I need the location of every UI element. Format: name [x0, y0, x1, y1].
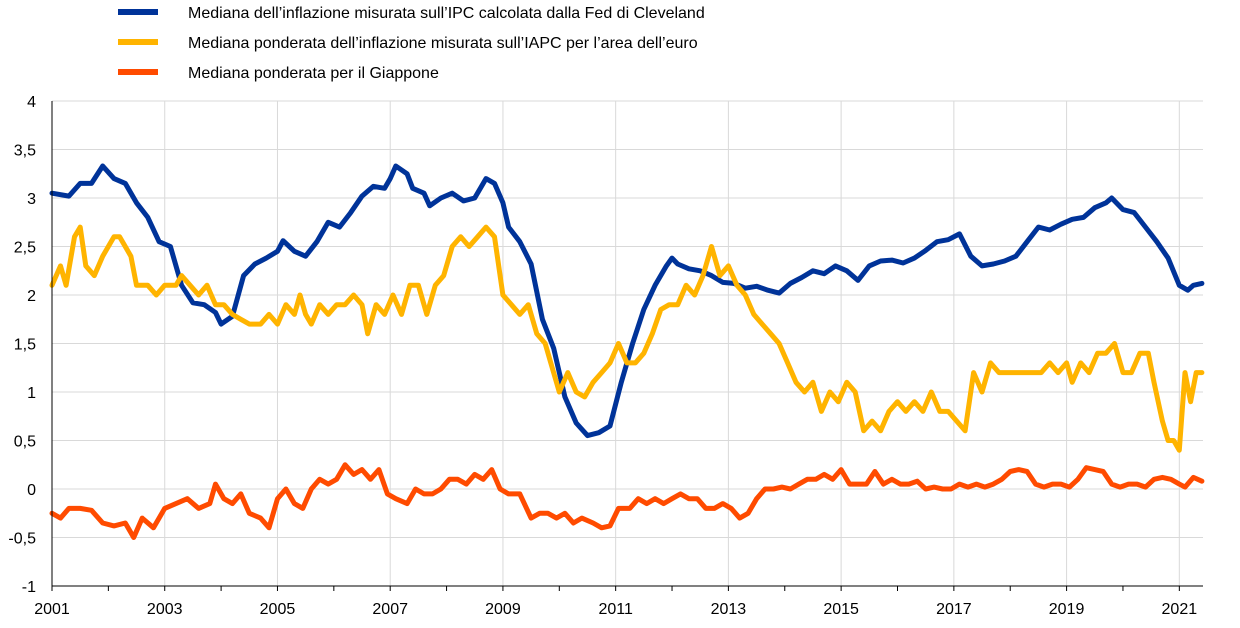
x-tick-label: 2009: [485, 601, 521, 618]
legend-label-japan: Mediana ponderata per il Giappone: [188, 65, 439, 82]
y-tick-label: 0: [27, 482, 36, 499]
series-line-euro-area: [49, 224, 1205, 453]
x-tick-label: 2007: [372, 601, 408, 618]
x-tick-label: 2003: [147, 601, 183, 618]
x-tick-label: 2021: [1162, 601, 1198, 618]
y-tick-label: 3,5: [14, 143, 36, 160]
y-tick-label: 2: [27, 288, 36, 305]
x-tick-label: 2005: [260, 601, 296, 618]
x-tick-label: 2015: [823, 601, 859, 618]
series-line-cleveland-fed: [49, 163, 1205, 439]
y-tick-label: 3: [27, 191, 36, 208]
y-tick-label: 4: [27, 94, 36, 111]
x-tick-label: 2017: [936, 601, 972, 618]
axes: [51, 101, 1203, 591]
y-tick-label: 1,5: [14, 337, 36, 354]
y-tick-label: -1: [22, 579, 36, 596]
x-tick-label: 2013: [711, 601, 747, 618]
y-axis-tick-labels: 4 3,5 3 2,5 2 1,5 1 0,5 0 -0,5 -1: [8, 94, 36, 596]
x-tick-label: 2011: [598, 601, 633, 618]
x-tick-label: 2001: [34, 601, 70, 618]
y-tick-label: 1: [27, 385, 36, 402]
legend: Mediana dell’inflazione misurata sull’IP…: [118, 5, 705, 82]
y-tick-label: 0,5: [14, 434, 36, 451]
y-tick-label: -0,5: [8, 531, 36, 548]
legend-label-cleveland-fed: Mediana dell’inflazione misurata sull’IP…: [188, 5, 705, 22]
x-tick-label: 2019: [1049, 601, 1085, 618]
series-line-japan: [49, 462, 1205, 540]
series-lines: [49, 163, 1205, 540]
x-axis-tick-labels: 2001 2003 2005 2007 2009 2011 2013 2015 2017 2019…: [34, 601, 1197, 618]
y-tick-label: 2,5: [14, 240, 36, 257]
gridlines: [52, 100, 1203, 586]
legend-label-euro-area: Mediana ponderata dell’inflazione misura…: [188, 35, 698, 52]
